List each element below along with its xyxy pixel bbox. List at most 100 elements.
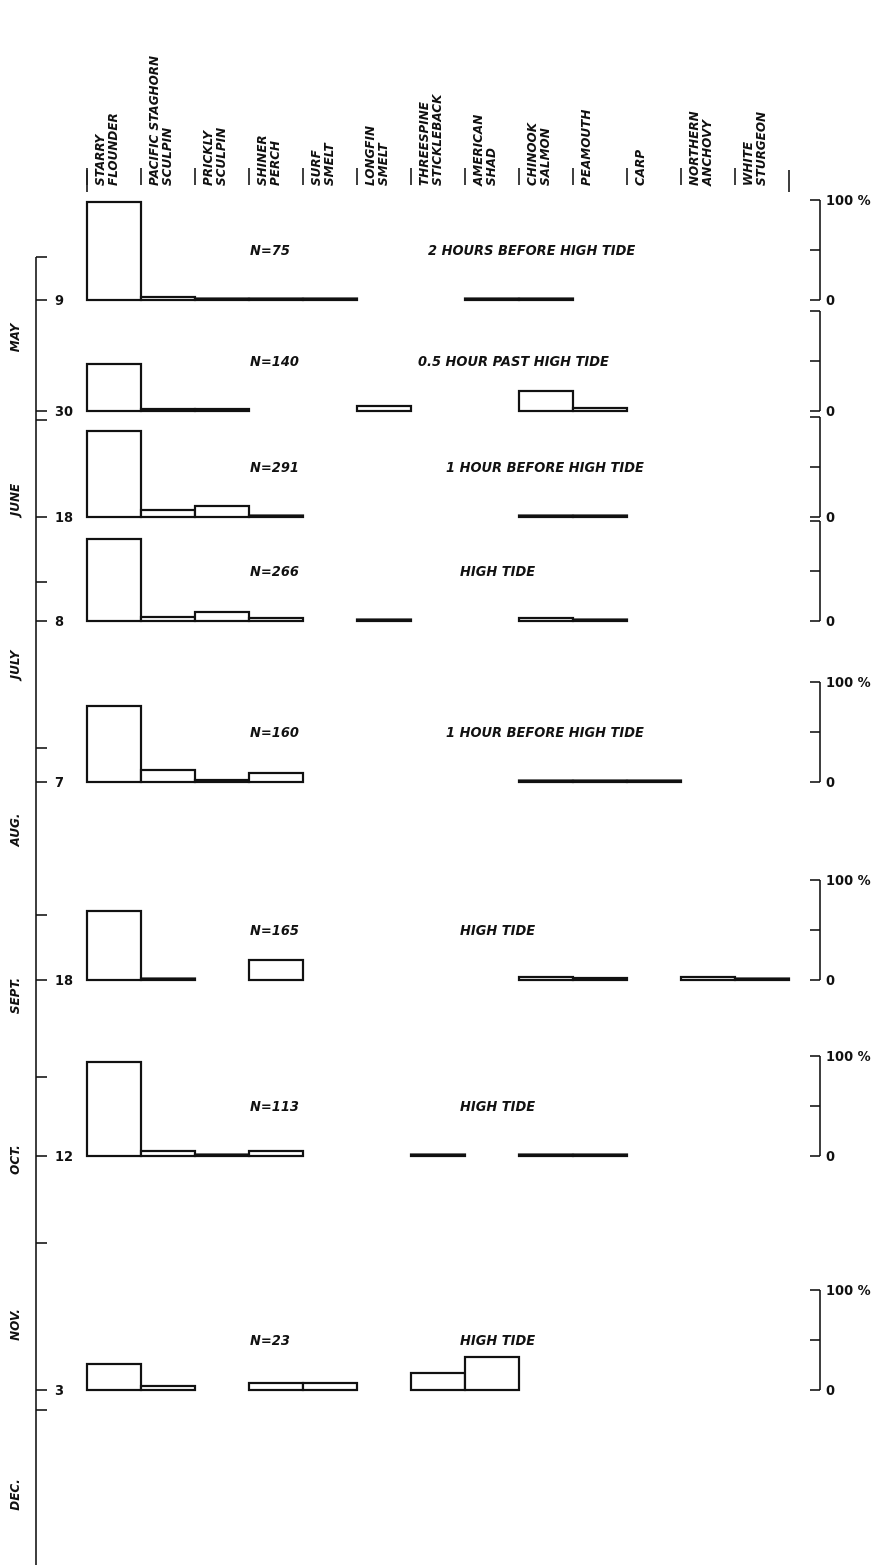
scale-label-max: 100 % bbox=[826, 1050, 871, 1065]
bar-peamouth bbox=[571, 406, 629, 413]
bar-longfin-smelt bbox=[355, 404, 413, 413]
bar-pacific-staghorn-sculpin bbox=[139, 1149, 197, 1158]
bar-starry-flounder bbox=[85, 429, 143, 519]
species-label-pacific-staghorn-sculpin: PACIFIC STAGHORN bbox=[147, 56, 161, 186]
bar-starry-flounder bbox=[85, 362, 143, 413]
month-label-oct: OCT. bbox=[8, 1145, 22, 1175]
tide-annotation: HIGH TIDE bbox=[460, 1334, 535, 1349]
sample-date-label: 12 bbox=[55, 1150, 73, 1165]
sample-date-label: 18 bbox=[55, 511, 73, 526]
bar-pacific-staghorn-sculpin bbox=[139, 768, 197, 784]
sample-date-label: 18 bbox=[55, 974, 73, 989]
sample-size-label: N=266 bbox=[250, 565, 299, 580]
month-label-sept: SEPT. bbox=[8, 978, 22, 1014]
bar-chinook-salmon bbox=[517, 1153, 575, 1158]
sample-size-label: N=160 bbox=[250, 726, 299, 741]
scale-label-max: 100 % bbox=[826, 1284, 871, 1299]
bar-peamouth bbox=[571, 976, 629, 982]
bar-pacific-staghorn-sculpin bbox=[139, 295, 197, 302]
scale-label-min: 0 bbox=[826, 974, 835, 989]
sample-size-label: N=75 bbox=[250, 244, 290, 259]
scale-label-min: 0 bbox=[826, 1150, 835, 1165]
species-label-peamouth: PEAMOUTH bbox=[579, 110, 593, 186]
sample-panels: N=75 2 HOURS BEFORE HIGH TIDE N=140 0.5 HOU… bbox=[85, 200, 791, 1392]
month-label-nov: NOV. bbox=[8, 1309, 22, 1341]
month-label-dec: DEC. bbox=[8, 1479, 22, 1511]
species-label-white-sturgeon: STURGEON bbox=[754, 112, 768, 186]
species-label-threespine-stickleback: THREESPINE bbox=[417, 101, 431, 186]
bar-white-sturgeon bbox=[733, 977, 791, 982]
bar-american-shad bbox=[463, 1355, 521, 1392]
species-label-shiner-perch: SHINER bbox=[255, 135, 269, 186]
species-label-northern-anchovy: ANCHOVY bbox=[700, 119, 714, 187]
bar-threespine-stickleback bbox=[409, 1371, 467, 1392]
species-label-chinook-salmon: CHINOOK bbox=[525, 121, 539, 186]
bar-pacific-staghorn-sculpin bbox=[139, 1384, 197, 1392]
tide-annotation: 0.5 HOUR PAST HIGH TIDE bbox=[418, 355, 609, 370]
bar-surf-smelt bbox=[301, 1381, 359, 1392]
tide-annotation: HIGH TIDE bbox=[460, 1100, 535, 1115]
bar-pacific-staghorn-sculpin bbox=[139, 407, 197, 413]
species-label-surf-smelt: SURF bbox=[309, 149, 323, 186]
species-label-prickly-sculpin: PRICKLY bbox=[201, 130, 215, 186]
bar-shiner-perch bbox=[247, 958, 305, 982]
species-label-american-shad: AMERICAN bbox=[471, 115, 485, 187]
bar-prickly-sculpin bbox=[193, 1153, 251, 1158]
scale-label-max: 100 % bbox=[826, 874, 871, 889]
sample-size-label: N=23 bbox=[250, 1334, 290, 1349]
species-label-surf-smelt: SMELT bbox=[322, 143, 336, 186]
bar-shiner-perch bbox=[247, 616, 305, 623]
species-label-prickly-sculpin: SCULPIN bbox=[214, 128, 228, 186]
bar-surf-smelt bbox=[301, 297, 359, 302]
bar-shiner-perch bbox=[247, 1149, 305, 1158]
sample-size-label: N=165 bbox=[250, 924, 299, 939]
tide-annotation: HIGH TIDE bbox=[460, 565, 535, 580]
bar-starry-flounder bbox=[85, 1060, 143, 1158]
scale-label-min: 0 bbox=[826, 405, 835, 420]
month-label-may: MAY bbox=[8, 322, 22, 352]
bar-carp bbox=[625, 779, 683, 784]
species-label-chinook-salmon: SALMON bbox=[538, 128, 552, 186]
species-label-starry-flounder: STARRY bbox=[93, 133, 107, 186]
bar-northern-anchovy bbox=[679, 975, 737, 982]
bar-prickly-sculpin bbox=[193, 504, 251, 519]
sample-size-label: N=140 bbox=[250, 355, 299, 370]
species-header: STARRY FLOUNDER PACIFIC STAGHORN SCULPIN PRI… bbox=[86, 56, 790, 192]
scale-label-max: 100 % bbox=[826, 194, 871, 209]
scale-label-max: 100 % bbox=[826, 676, 871, 691]
tide-annotation: 1 HOUR BEFORE HIGH TIDE bbox=[446, 726, 644, 741]
bar-starry-flounder bbox=[85, 537, 143, 623]
scale-label-min: 0 bbox=[826, 294, 835, 309]
bar-pacific-staghorn-sculpin bbox=[139, 615, 197, 623]
bar-longfin-smelt bbox=[355, 618, 413, 623]
species-label-pacific-staghorn-sculpin: SCULPIN bbox=[160, 128, 174, 186]
bar-shiner-perch bbox=[247, 514, 305, 519]
species-label-longfin-smelt: LONGFIN bbox=[363, 126, 377, 186]
species-label-threespine-stickleback: STICKLEBACK bbox=[430, 93, 444, 186]
bar-threespine-stickleback bbox=[409, 1153, 467, 1158]
bar-prickly-sculpin bbox=[193, 610, 251, 623]
bar-prickly-sculpin bbox=[193, 407, 251, 413]
species-label-starry-flounder: FLOUNDER bbox=[106, 113, 120, 186]
date-axis: MAY JUNE JULY AUG. SEPT. OCT. NOV. DEC. 9 30 18 8 7 1… bbox=[8, 256, 73, 1565]
percent-scales: 100 % 0 0 0 0 100 % 0 100 % 0 100 % 0 100 % 0 bbox=[810, 194, 871, 1399]
sample-date-label: 7 bbox=[55, 776, 64, 791]
species-label-carp: CARP bbox=[633, 150, 647, 186]
bar-chinook-salmon bbox=[517, 297, 575, 302]
bar-chinook-salmon bbox=[517, 616, 575, 623]
bar-starry-flounder bbox=[85, 200, 143, 302]
species-label-longfin-smelt: SMELT bbox=[376, 143, 390, 186]
sample-size-label: N=291 bbox=[250, 461, 299, 476]
bar-prickly-sculpin bbox=[193, 297, 251, 302]
scale-label-min: 0 bbox=[826, 511, 835, 526]
bar-peamouth bbox=[571, 514, 629, 519]
scale-label-min: 0 bbox=[826, 776, 835, 791]
sample-date-label: 8 bbox=[55, 615, 64, 630]
species-label-american-shad: SHAD bbox=[484, 148, 498, 186]
bar-shiner-perch bbox=[247, 1381, 305, 1392]
bar-american-shad bbox=[463, 297, 521, 302]
bar-prickly-sculpin bbox=[193, 778, 251, 784]
bar-pacific-staghorn-sculpin bbox=[139, 508, 197, 519]
bar-shiner-perch bbox=[247, 771, 305, 784]
